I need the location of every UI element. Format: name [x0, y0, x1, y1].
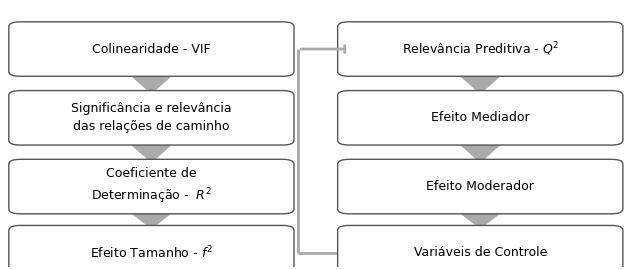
Text: Significância e relevância
das relações de caminho: Significância e relevância das relações …	[71, 102, 232, 133]
FancyBboxPatch shape	[9, 225, 294, 270]
Polygon shape	[130, 74, 174, 93]
Text: Coeficiente de
Determinação -  $R^2$: Coeficiente de Determinação - $R^2$	[91, 167, 212, 206]
Text: Efeito Moderador: Efeito Moderador	[426, 180, 534, 193]
FancyBboxPatch shape	[338, 159, 623, 214]
Text: Colinearidade - VIF: Colinearidade - VIF	[92, 43, 211, 56]
FancyBboxPatch shape	[9, 22, 294, 76]
FancyBboxPatch shape	[338, 90, 623, 145]
Text: Variáveis de Controle: Variáveis de Controle	[413, 246, 547, 259]
FancyBboxPatch shape	[338, 225, 623, 270]
Polygon shape	[458, 211, 502, 228]
FancyBboxPatch shape	[9, 159, 294, 214]
Polygon shape	[458, 74, 502, 93]
Polygon shape	[130, 142, 174, 162]
FancyBboxPatch shape	[338, 22, 623, 76]
Polygon shape	[130, 211, 174, 228]
Text: Efeito Tamanho - $f^2$: Efeito Tamanho - $f^2$	[90, 244, 213, 261]
FancyBboxPatch shape	[9, 90, 294, 145]
Text: Efeito Mediador: Efeito Mediador	[431, 111, 530, 124]
Text: Relevância Preditiva - $Q^2$: Relevância Preditiva - $Q^2$	[401, 40, 559, 58]
Polygon shape	[458, 142, 502, 162]
